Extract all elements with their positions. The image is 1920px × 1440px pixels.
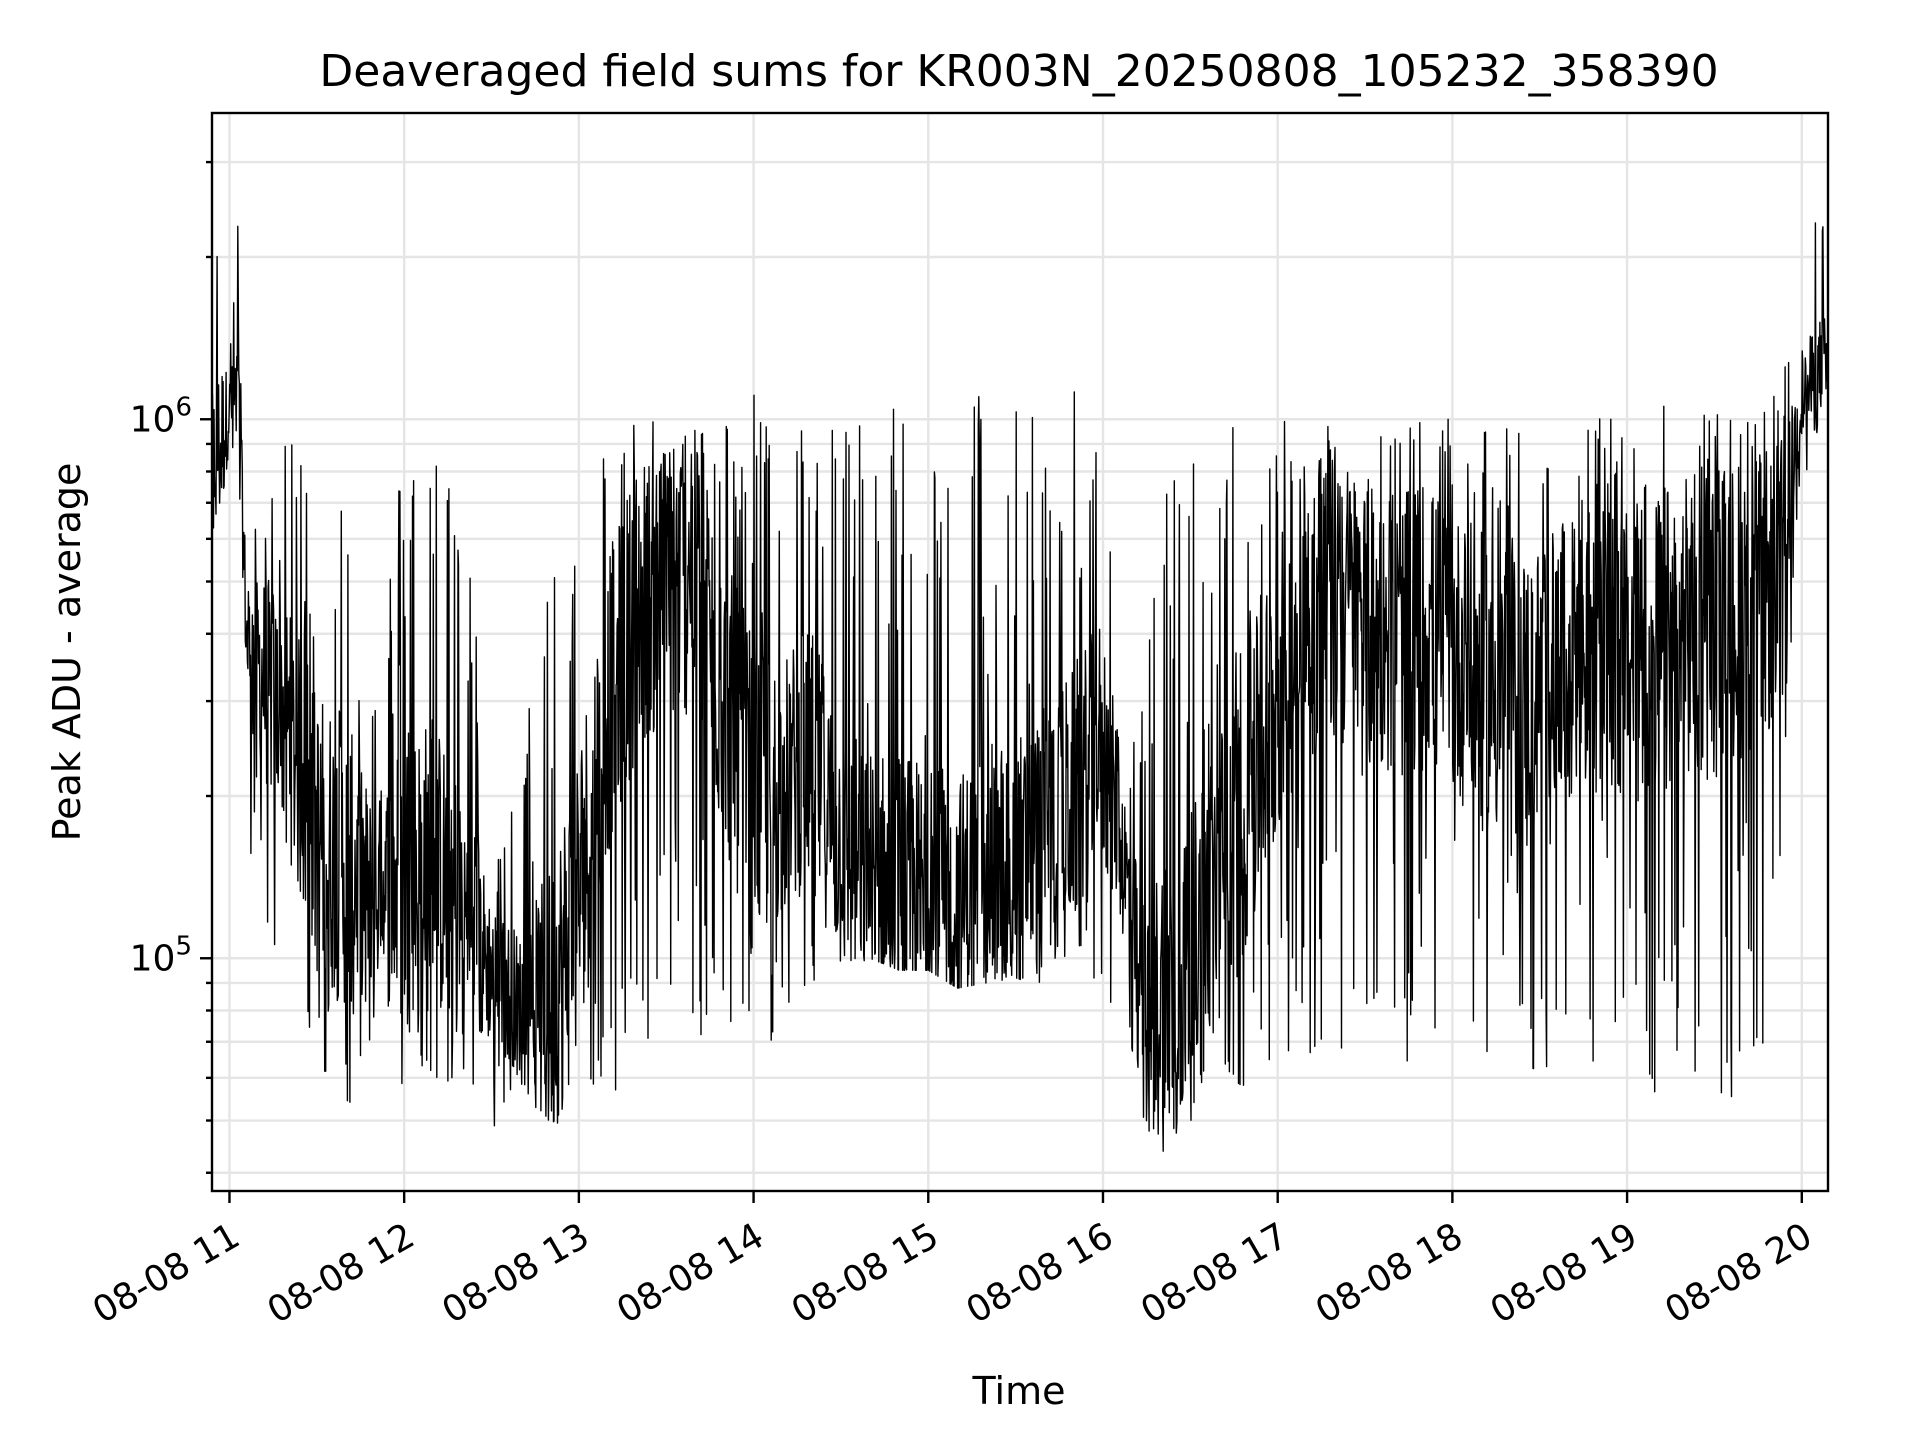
y-tick-label: 106 [130, 392, 192, 440]
plot-frame [210, 111, 1830, 1193]
x-tick-label: 08-08 12 [261, 1215, 422, 1331]
data-series [211, 222, 1829, 1152]
series-line [211, 222, 1829, 1152]
chart-title: Deaveraged field sums for KR003N_2025080… [319, 46, 1718, 97]
x-tick-label: 08-08 11 [86, 1215, 247, 1331]
x-tick-label: 08-08 14 [610, 1215, 771, 1331]
x-tick-label: 08-08 15 [785, 1215, 946, 1331]
x-tick-label: 08-08 20 [1658, 1215, 1819, 1331]
x-tick-label: 08-08 13 [435, 1215, 596, 1331]
x-tick-label: 08-08 18 [1309, 1215, 1470, 1331]
y-tick-label: 105 [130, 931, 192, 979]
x-axis-label: Time [972, 1369, 1066, 1413]
y-axis-label: Peak ADU - average [45, 463, 89, 842]
x-tick-label: 08-08 19 [1484, 1215, 1645, 1331]
x-tick-label: 08-08 17 [1134, 1215, 1295, 1331]
x-tick-label: 08-08 16 [960, 1215, 1121, 1331]
